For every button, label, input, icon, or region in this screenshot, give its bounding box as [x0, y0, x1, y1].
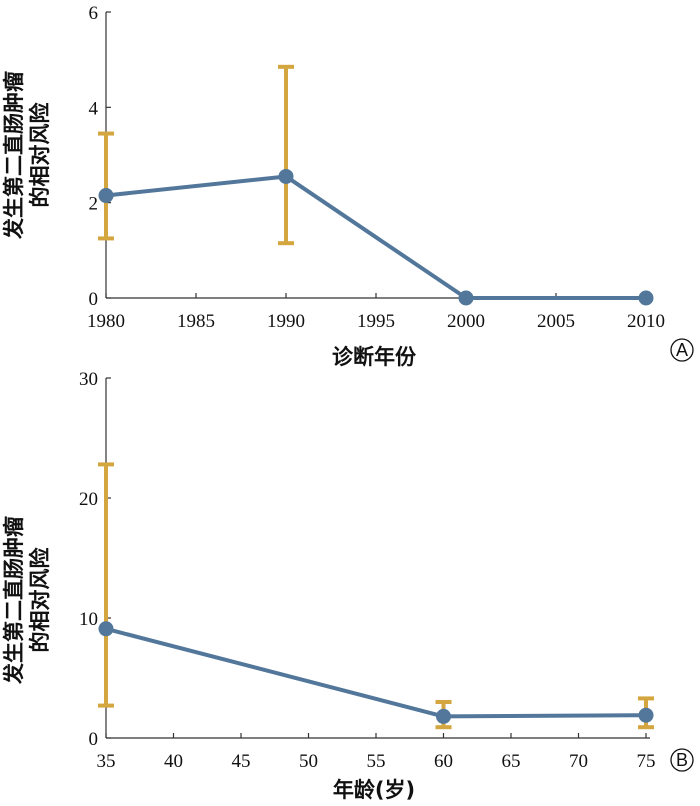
chart-b-x-tick-label: 35 — [97, 751, 116, 772]
chart-a-error-bar — [98, 131, 114, 241]
chart-a-data-point — [278, 168, 294, 184]
chart-a-ylabel-line-2: 的相对风险 — [28, 102, 52, 208]
chart-a-x-tick-label: 2000 — [447, 311, 485, 332]
chart-a-y-tick-label: 2 — [89, 194, 99, 215]
chart-b-y-tick-label: 30 — [79, 369, 98, 390]
chart-a-y-tick-label: 6 — [89, 3, 99, 24]
chart-b-x-tick-label: 50 — [299, 751, 318, 772]
chart-a-error-bar — [278, 64, 294, 246]
chart-b-x-tick-label: 70 — [569, 751, 588, 772]
chart-a-data-point — [638, 290, 654, 306]
chart-a-x-tick-label: 1995 — [357, 311, 395, 332]
chart-a-x-tick-label: 2010 — [627, 311, 665, 332]
chart-b-y-tick-label: 10 — [79, 609, 98, 630]
chart-b-y-tick-label: 20 — [79, 489, 98, 510]
chart-b-xlabel: 年龄(岁) — [333, 778, 415, 802]
chart-b-series-line — [105, 626, 647, 719]
chart-b-error-bar — [98, 462, 114, 708]
chart-b-data-point — [98, 621, 114, 637]
chart-b-ticks: 0 10 20 30 35 40 45 50 55 60 65 70 75 — [79, 369, 656, 772]
chart-b-ylabel-line-2: 的相对风险 — [28, 547, 52, 653]
chart-panel-a: 0 2 4 6 1980 1985 1990 1995 2000 2005 2010 发生第二直肠肿… — [2, 3, 694, 369]
chart-b-x-tick-label: 65 — [502, 751, 521, 772]
chart-b-marks — [98, 462, 654, 730]
chart-b-data-point — [638, 707, 654, 723]
chart-a-y-axis-title: 发生第二直肠肿瘤 的相对风险 — [2, 71, 52, 240]
chart-a-ylabel-line-1: 发生第二直肠肿瘤 — [2, 71, 26, 240]
chart-a-panel-label: A — [676, 340, 688, 360]
chart-b-panel-marker: B — [670, 748, 694, 772]
chart-b-y-tick-label: 0 — [89, 729, 99, 750]
chart-b-panel-label: B — [676, 750, 688, 770]
chart-b-ylabel-line-1: 发生第二直肠肿瘤 — [2, 516, 26, 685]
chart-b-x-tick-label: 45 — [232, 751, 251, 772]
chart-b-x-tick-label: 60 — [434, 751, 453, 772]
chart-a-marks — [98, 64, 654, 306]
chart-a-axes — [105, 12, 650, 299]
chart-a-data-point — [98, 188, 114, 204]
chart-b-x-tick-label: 40 — [164, 751, 183, 772]
chart-a-series-line — [105, 174, 646, 300]
chart-a-y-tick-label: 0 — [89, 289, 99, 310]
chart-panel-b: 0 10 20 30 35 40 45 50 55 60 65 70 75 发生第二直肠肿瘤 的相对风险… — [2, 369, 694, 802]
chart-a-y-tick-label: 4 — [89, 98, 99, 119]
chart-b-x-tick-label: 55 — [367, 751, 386, 772]
chart-a-xlabel: 诊断年份 — [332, 345, 417, 369]
chart-a-ticks: 0 2 4 6 1980 1985 1990 1995 2000 2005 2010 — [87, 3, 665, 332]
chart-a-x-tick-label: 1985 — [177, 311, 215, 332]
chart-a-panel-marker: A — [670, 338, 694, 362]
chart-b-x-tick-label: 75 — [637, 751, 656, 772]
chart-b-y-axis-title: 发生第二直肠肿瘤 的相对风险 — [2, 516, 52, 685]
chart-a-x-tick-label: 2005 — [537, 311, 575, 332]
chart-a-x-tick-label: 1980 — [87, 311, 125, 332]
chart-b-data-point — [436, 708, 451, 724]
chart-b-axes — [105, 378, 650, 739]
chart-a-x-tick-label: 1990 — [267, 311, 305, 332]
chart-a-data-point — [458, 290, 474, 306]
